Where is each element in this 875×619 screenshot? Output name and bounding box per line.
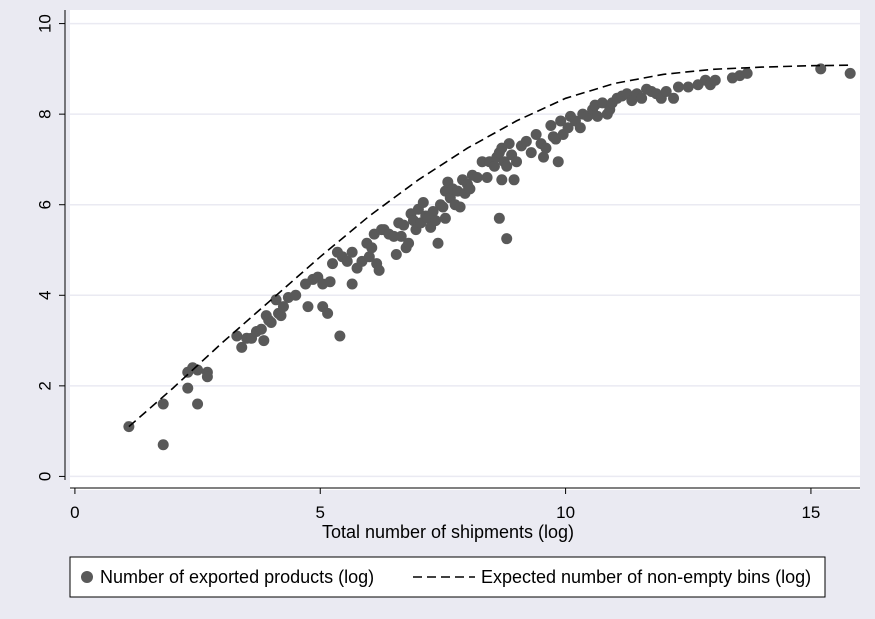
scatter-point (437, 201, 449, 213)
scatter-point (511, 156, 523, 168)
scatter-point (488, 160, 500, 172)
scatter-point (398, 219, 410, 231)
legend-label-points: Number of exported products (log) (100, 567, 374, 587)
scatter-point (562, 122, 574, 134)
scatter-point (596, 97, 608, 109)
x-tick-label: 10 (556, 503, 575, 522)
scatter-point (525, 147, 537, 159)
scatter-point (439, 212, 451, 224)
scatter-point (373, 264, 385, 276)
scatter-point (709, 74, 721, 86)
scatter-point (182, 382, 194, 394)
scatter-point (390, 249, 402, 261)
scatter-point (636, 92, 648, 104)
scatter-point (530, 129, 542, 141)
x-axis-title: Total number of shipments (log) (322, 522, 574, 542)
scatter-point (454, 201, 466, 213)
scatter-point (555, 115, 567, 127)
scatter-point (275, 310, 287, 322)
scatter-point (290, 289, 302, 301)
scatter-point (341, 255, 353, 267)
scatter-point (660, 86, 672, 98)
x-tick-label: 5 (316, 503, 325, 522)
y-tick-label: 10 (36, 14, 55, 33)
legend-label-line: Expected number of non-empty bins (log) (481, 567, 811, 587)
scatter-point (682, 81, 694, 93)
scatter-point (403, 237, 415, 249)
legend-marker-points (81, 571, 93, 583)
scatter-point (540, 142, 552, 154)
scatter-point (277, 301, 289, 313)
scatter-point (493, 212, 505, 224)
x-ticks: 0 5 10 15 (70, 488, 820, 522)
plot-area (70, 10, 860, 490)
scatter-point (741, 67, 753, 79)
scatter-point (270, 294, 282, 306)
scatter-point (334, 330, 346, 342)
scatter-point (302, 301, 314, 313)
scatter-point (255, 323, 267, 335)
scatter-point (508, 174, 520, 186)
scatter-point (265, 316, 277, 328)
scatter-point (672, 81, 684, 93)
scatter-point (417, 196, 429, 208)
y-tick-label: 0 (36, 472, 55, 481)
scatter-point (496, 174, 508, 186)
scatter-point (236, 341, 248, 353)
scatter-point (427, 206, 439, 218)
scatter-point (501, 160, 513, 172)
scatter-point (501, 233, 513, 245)
x-tick-label: 0 (70, 503, 79, 522)
scatter-point (346, 278, 358, 290)
axes (64, 10, 860, 489)
scatter-point (192, 398, 204, 410)
scatter-point (201, 371, 213, 383)
scatter-point (327, 258, 339, 270)
scatter-point (591, 110, 603, 122)
scatter-point (844, 67, 856, 79)
scatter-point (366, 242, 378, 254)
scatter-point (363, 251, 375, 263)
legend: Number of exported products (log) Expect… (69, 556, 826, 598)
y-tick-label: 2 (36, 381, 55, 390)
scatter-point (545, 119, 557, 131)
scatter-point (538, 151, 550, 163)
scatter-point (157, 439, 169, 451)
scatter-point (157, 398, 169, 410)
y-tick-label: 4 (36, 291, 55, 300)
y-ticks: 0 2 4 6 8 10 (36, 14, 65, 481)
scatter-point (481, 172, 493, 184)
scatter-point (503, 138, 515, 150)
scatter-point (520, 135, 532, 147)
y-tick-label: 8 (36, 109, 55, 118)
scatter-point (430, 215, 442, 227)
scatter-point (574, 122, 586, 134)
scatter-point (464, 183, 476, 195)
x-tick-label: 15 (801, 503, 820, 522)
scatter-point (552, 156, 564, 168)
scatter-series (123, 63, 856, 451)
scatter-point (322, 307, 334, 319)
scatter-point (258, 335, 270, 347)
scatter-point (395, 230, 407, 242)
scatter-point (432, 237, 444, 249)
scatter-point (231, 330, 243, 342)
scatter-point (471, 172, 483, 184)
scatter-point (346, 246, 358, 258)
y-tick-label: 6 (36, 200, 55, 209)
scatter-point (324, 276, 336, 288)
scatter-point (668, 92, 680, 104)
expected-line-series (128, 64, 851, 428)
